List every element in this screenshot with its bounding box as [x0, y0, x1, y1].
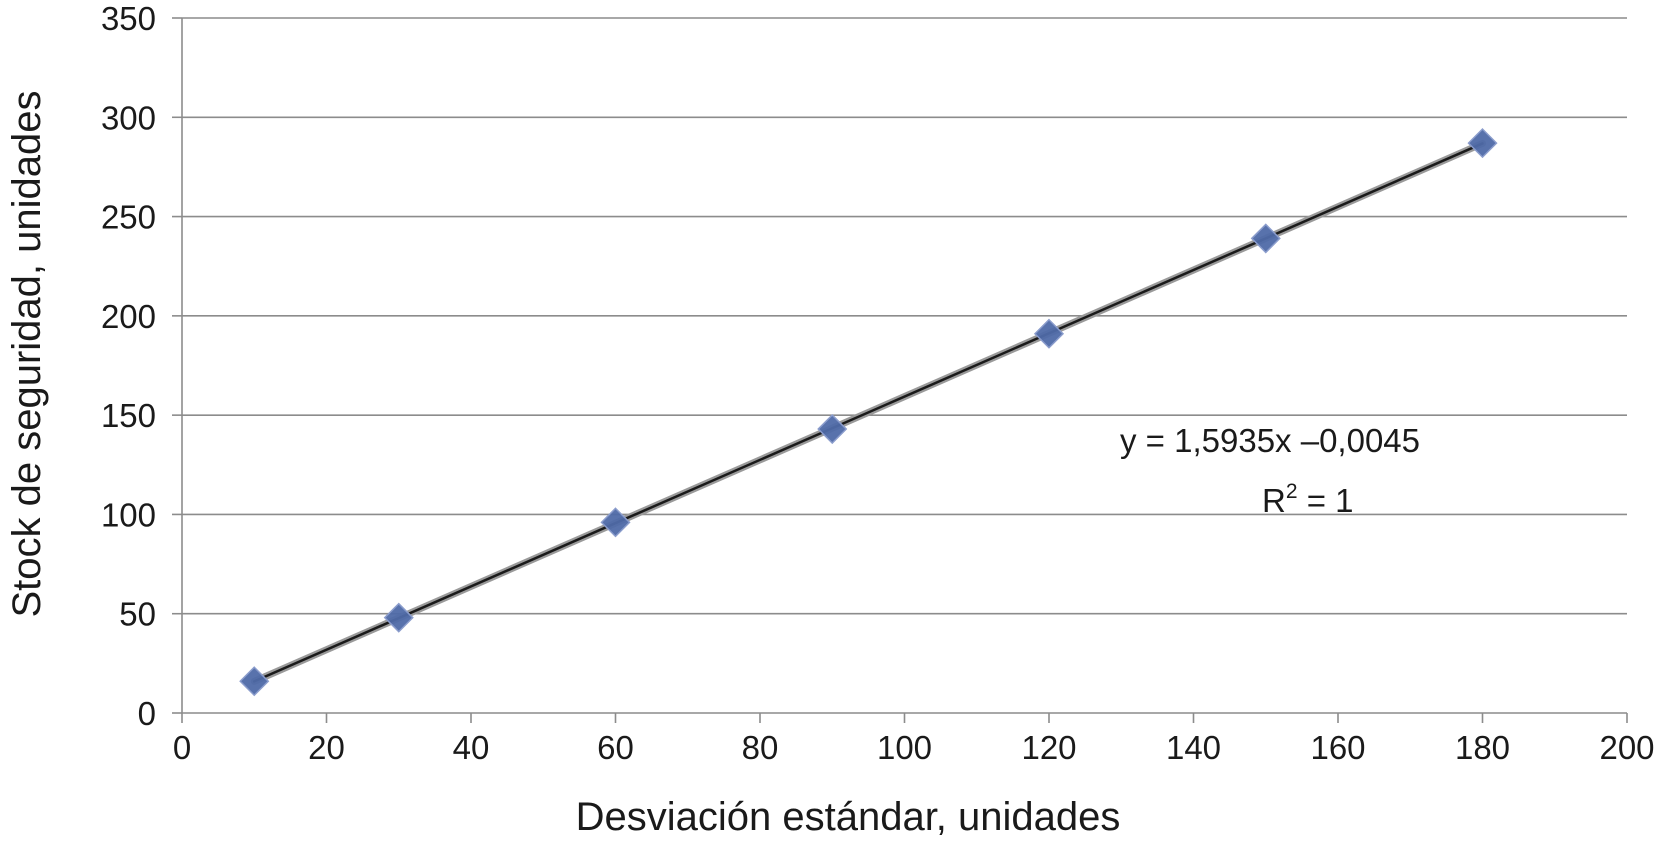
x-tick-label-20: 20 — [308, 729, 345, 766]
y-tick-label-300: 300 — [101, 99, 156, 136]
data-point-60 — [600, 507, 631, 538]
trendline-equation: y = 1,5935x –0,0045 — [1120, 422, 1420, 459]
data-point-150 — [1250, 223, 1281, 254]
trendline — [253, 142, 1484, 683]
x-tick-label-80: 80 — [742, 729, 779, 766]
y-tick-label-200: 200 — [101, 298, 156, 335]
y-tick-label-100: 100 — [101, 496, 156, 533]
grid-lines — [182, 17, 1627, 615]
x-tick-label-200: 200 — [1599, 729, 1654, 766]
x-tick-label-40: 40 — [453, 729, 490, 766]
data-point-10 — [239, 666, 270, 697]
x-tick-label-180: 180 — [1455, 729, 1510, 766]
data-point-180 — [1467, 128, 1498, 159]
tick-labels: 0 20 40 60 80 100 120 140 160 180 200 0 50 100 150 200 2… — [101, 0, 1655, 766]
data-point-30 — [383, 602, 414, 633]
x-tick-label-160: 160 — [1310, 729, 1365, 766]
data-point-120 — [1033, 318, 1065, 349]
x-tick-label-120: 120 — [1021, 729, 1076, 766]
y-tick-label-350: 350 — [101, 0, 156, 37]
x-tick-label-0: 0 — [173, 729, 191, 766]
axes — [172, 17, 1628, 723]
data-point-90 — [817, 413, 848, 445]
x-tick-label-60: 60 — [597, 729, 634, 766]
trendline-layer — [250, 139, 1486, 685]
x-tick-label-140: 140 — [1166, 729, 1221, 766]
y-tick-label-250: 250 — [101, 199, 156, 236]
data-points — [239, 128, 1498, 697]
y-tick-label-0: 0 — [138, 695, 156, 732]
x-axis-title: Desviación estándar, unidades — [576, 795, 1121, 839]
r-squared-label: R2 = 1 — [1262, 480, 1354, 519]
y-tick-label-50: 50 — [119, 596, 156, 633]
y-axis-title: Stock de seguridad, unidades — [5, 90, 49, 617]
y-tick-label-150: 150 — [101, 397, 156, 434]
x-tick-label-100: 100 — [877, 729, 932, 766]
